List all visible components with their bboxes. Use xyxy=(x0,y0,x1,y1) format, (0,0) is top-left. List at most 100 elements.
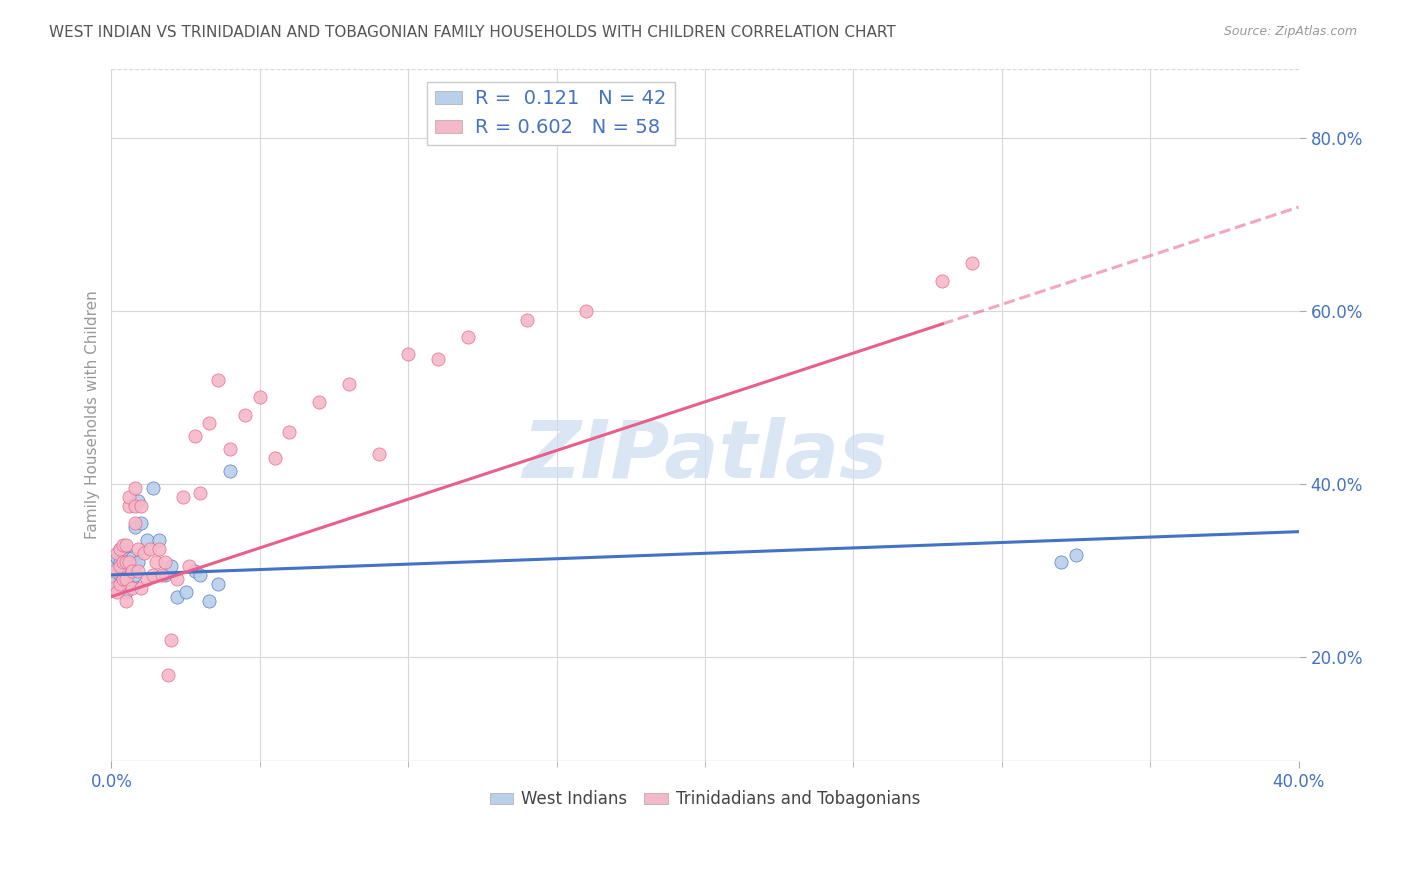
Point xyxy=(166,590,188,604)
Point xyxy=(159,632,181,647)
Point xyxy=(308,394,330,409)
Point xyxy=(142,568,165,582)
Point xyxy=(1050,555,1073,569)
Point xyxy=(112,546,135,560)
Point xyxy=(190,568,212,582)
Point xyxy=(121,564,143,578)
Point xyxy=(153,568,176,582)
Point xyxy=(103,572,125,586)
Point xyxy=(145,555,167,569)
Point xyxy=(219,442,242,457)
Point xyxy=(105,585,128,599)
Point xyxy=(219,464,242,478)
Point xyxy=(124,568,146,582)
Point xyxy=(263,451,285,466)
Point xyxy=(249,391,271,405)
Point xyxy=(136,533,159,548)
Point xyxy=(127,541,149,556)
Point xyxy=(115,585,138,599)
Point xyxy=(110,555,132,569)
Point xyxy=(367,447,389,461)
Point xyxy=(121,572,143,586)
Point xyxy=(105,550,128,565)
Point xyxy=(207,373,229,387)
Point xyxy=(103,559,125,574)
Point xyxy=(110,576,132,591)
Point xyxy=(124,499,146,513)
Point xyxy=(105,546,128,560)
Point xyxy=(105,581,128,595)
Point xyxy=(172,490,194,504)
Point xyxy=(278,425,301,439)
Text: ZIPatlas: ZIPatlas xyxy=(523,417,887,495)
Point xyxy=(112,572,135,586)
Point xyxy=(396,347,419,361)
Point xyxy=(124,516,146,530)
Point xyxy=(115,572,138,586)
Point xyxy=(103,581,125,595)
Point xyxy=(127,564,149,578)
Point xyxy=(129,581,152,595)
Legend: West Indians, Trinidadians and Tobagonians: West Indians, Trinidadians and Tobagonia… xyxy=(484,784,927,815)
Point xyxy=(516,312,538,326)
Point xyxy=(115,546,138,560)
Point xyxy=(139,541,162,556)
Point xyxy=(124,520,146,534)
Point xyxy=(129,516,152,530)
Point xyxy=(129,499,152,513)
Point xyxy=(127,555,149,569)
Point xyxy=(105,564,128,578)
Point xyxy=(198,417,221,431)
Point xyxy=(121,564,143,578)
Point xyxy=(132,546,155,560)
Point xyxy=(183,564,205,578)
Point xyxy=(142,482,165,496)
Point xyxy=(121,581,143,595)
Point xyxy=(110,559,132,574)
Point xyxy=(112,559,135,574)
Point xyxy=(159,559,181,574)
Point xyxy=(156,667,179,681)
Point xyxy=(118,555,141,569)
Point xyxy=(337,377,360,392)
Point xyxy=(118,490,141,504)
Point xyxy=(190,485,212,500)
Point xyxy=(110,541,132,556)
Point xyxy=(1064,548,1087,562)
Point xyxy=(115,594,138,608)
Point xyxy=(103,564,125,578)
Point xyxy=(112,572,135,586)
Point xyxy=(198,594,221,608)
Point xyxy=(166,572,188,586)
Point xyxy=(118,564,141,578)
Point xyxy=(177,559,200,574)
Point xyxy=(115,572,138,586)
Point xyxy=(150,568,173,582)
Point xyxy=(110,568,132,582)
Point xyxy=(124,558,146,572)
Point xyxy=(110,576,132,591)
Point xyxy=(118,576,141,591)
Point xyxy=(457,330,479,344)
Point xyxy=(112,555,135,569)
Point xyxy=(426,351,449,366)
Point xyxy=(115,555,138,569)
Point xyxy=(121,550,143,565)
Point xyxy=(124,482,146,496)
Point xyxy=(183,429,205,443)
Point xyxy=(207,576,229,591)
Point xyxy=(118,499,141,513)
Point xyxy=(110,541,132,556)
Point xyxy=(148,533,170,548)
Point xyxy=(136,572,159,586)
Point xyxy=(112,538,135,552)
Y-axis label: Family Households with Children: Family Households with Children xyxy=(86,291,100,539)
Point xyxy=(127,494,149,508)
Point xyxy=(118,550,141,565)
Text: WEST INDIAN VS TRINIDADIAN AND TOBAGONIAN FAMILY HOUSEHOLDS WITH CHILDREN CORREL: WEST INDIAN VS TRINIDADIAN AND TOBAGONIA… xyxy=(49,25,896,40)
Point xyxy=(174,585,197,599)
Point xyxy=(931,274,953,288)
Point xyxy=(960,256,983,270)
Point xyxy=(115,538,138,552)
Point xyxy=(148,541,170,556)
